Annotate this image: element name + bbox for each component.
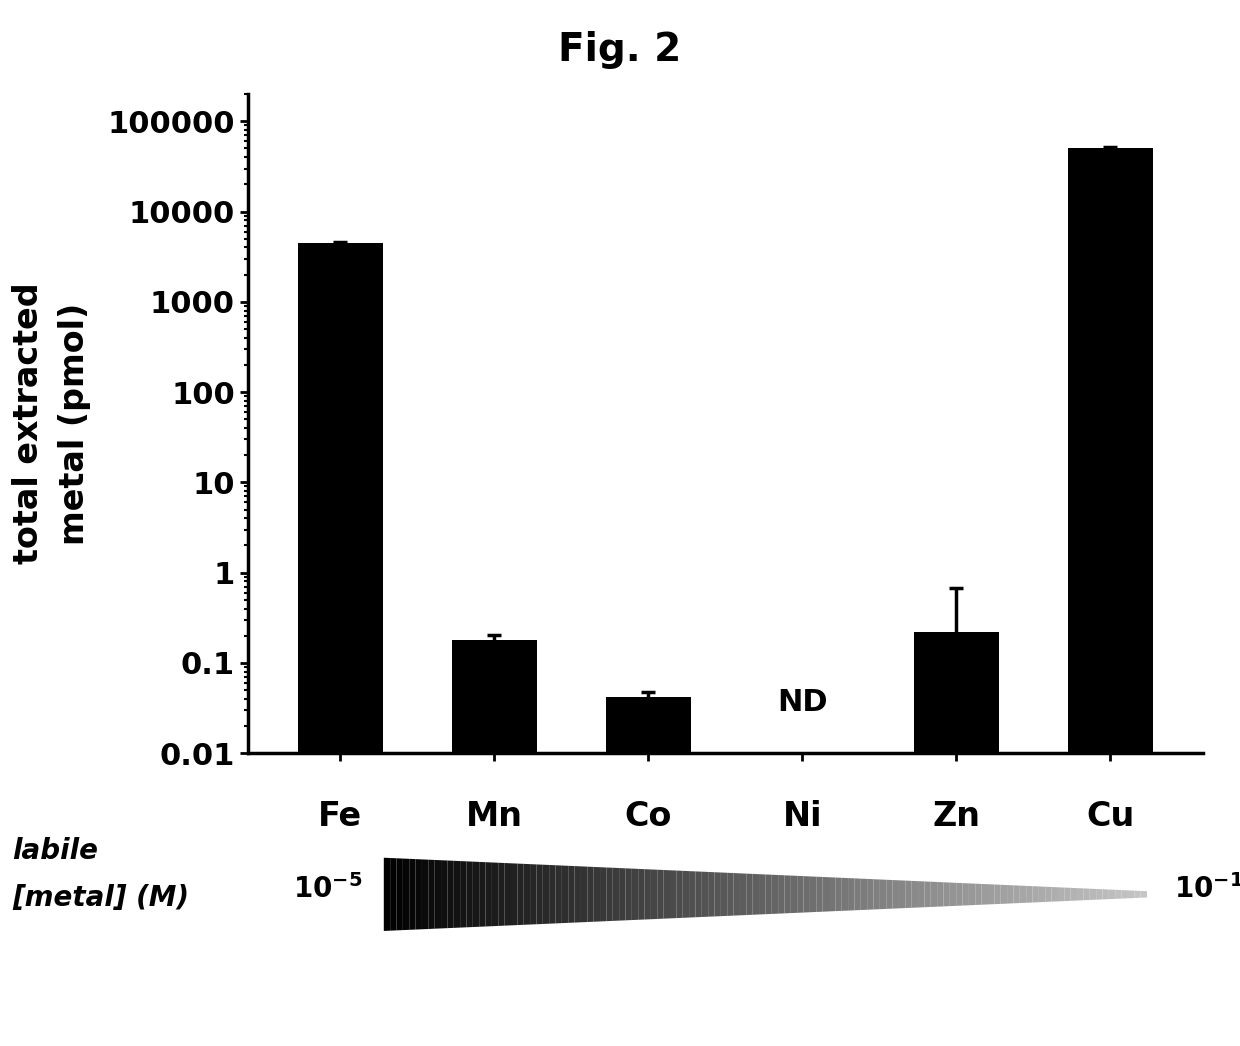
Y-axis label: total extracted
metal (pmol): total extracted metal (pmol) xyxy=(11,282,91,565)
Text: labile: labile xyxy=(12,837,98,865)
Bar xyxy=(914,632,998,1046)
Text: [metal] (M): [metal] (M) xyxy=(12,884,190,912)
Text: Zn: Zn xyxy=(932,800,981,834)
Text: Cu: Cu xyxy=(1086,800,1135,834)
Text: Fe: Fe xyxy=(319,800,362,834)
Bar xyxy=(298,243,383,1046)
Text: Fig. 2: Fig. 2 xyxy=(558,31,682,69)
Bar xyxy=(453,640,537,1046)
Text: $\mathbf{10^{-5}}$: $\mathbf{10^{-5}}$ xyxy=(294,874,363,904)
Text: Ni: Ni xyxy=(782,800,822,834)
Text: ND: ND xyxy=(777,688,828,718)
Bar xyxy=(606,697,691,1046)
Text: Mn: Mn xyxy=(466,800,523,834)
Bar xyxy=(1068,149,1153,1046)
Text: $\mathbf{10^{-15}}$: $\mathbf{10^{-15}}$ xyxy=(1174,874,1240,904)
Text: Co: Co xyxy=(625,800,672,834)
